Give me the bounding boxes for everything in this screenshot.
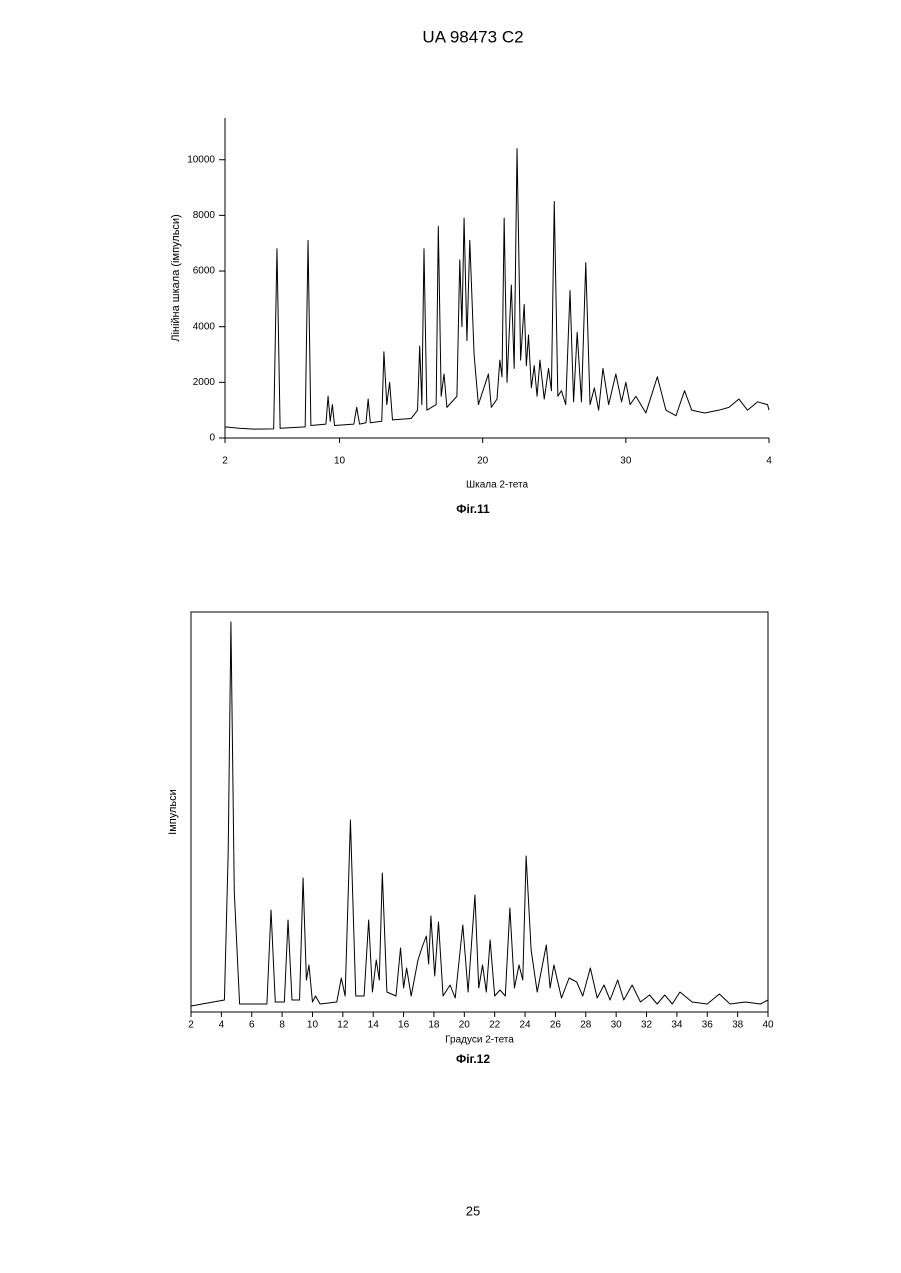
y-tick-label: 8000: [193, 210, 216, 221]
x-tick-label: 14: [368, 1020, 380, 1031]
x-tick-label: 2: [222, 456, 228, 467]
figure-caption: Фіг.11: [456, 502, 490, 516]
page: UA 98473 C2 25 2102030402000400060008000…: [0, 0, 901, 1273]
y-axis-label: Імпульси: [167, 789, 179, 835]
x-tick-label: 30: [620, 456, 632, 467]
x-tick-label: 8: [279, 1020, 285, 1031]
x-tick-label: 24: [519, 1020, 531, 1031]
x-tick-label: 20: [477, 456, 489, 467]
y-tick-label: 6000: [193, 266, 216, 277]
x-axis-label: Градуси 2-тета: [445, 1035, 514, 1046]
x-tick-label: 32: [641, 1020, 653, 1031]
patent-header: UA 98473 C2: [422, 27, 523, 46]
x-tick-label: 38: [732, 1020, 744, 1031]
page-background: [0, 0, 901, 1273]
y-tick-label: 4000: [193, 321, 216, 332]
x-tick-label: 36: [702, 1020, 714, 1031]
x-tick-label: 10: [334, 456, 346, 467]
x-tick-label: 4: [219, 1020, 225, 1031]
x-axis-label: Шкала 2-тета: [466, 480, 529, 491]
x-tick-label: 20: [459, 1020, 471, 1031]
x-tick-label: 34: [671, 1020, 683, 1031]
x-tick-label: 28: [580, 1020, 592, 1031]
y-tick-label: 2000: [193, 377, 216, 388]
x-tick-label: 40: [762, 1020, 774, 1031]
y-tick-label: 10000: [187, 154, 215, 165]
x-tick-label: 22: [489, 1020, 501, 1031]
x-tick-label: 10: [307, 1020, 319, 1031]
x-tick-label: 6: [249, 1020, 255, 1031]
y-axis-label: Лінійна шкала (імпульси): [170, 214, 182, 342]
x-tick-label: 26: [550, 1020, 562, 1031]
x-tick-label: 4: [766, 456, 772, 467]
figure-caption: Фіг.12: [456, 1052, 490, 1066]
x-tick-label: 12: [337, 1020, 349, 1031]
x-tick-label: 2: [188, 1020, 194, 1031]
x-tick-label: 30: [611, 1020, 623, 1031]
x-tick-label: 16: [398, 1020, 410, 1031]
x-tick-label: 18: [428, 1020, 440, 1031]
y-tick-label: 0: [209, 433, 215, 444]
page-number: 25: [466, 1203, 480, 1218]
